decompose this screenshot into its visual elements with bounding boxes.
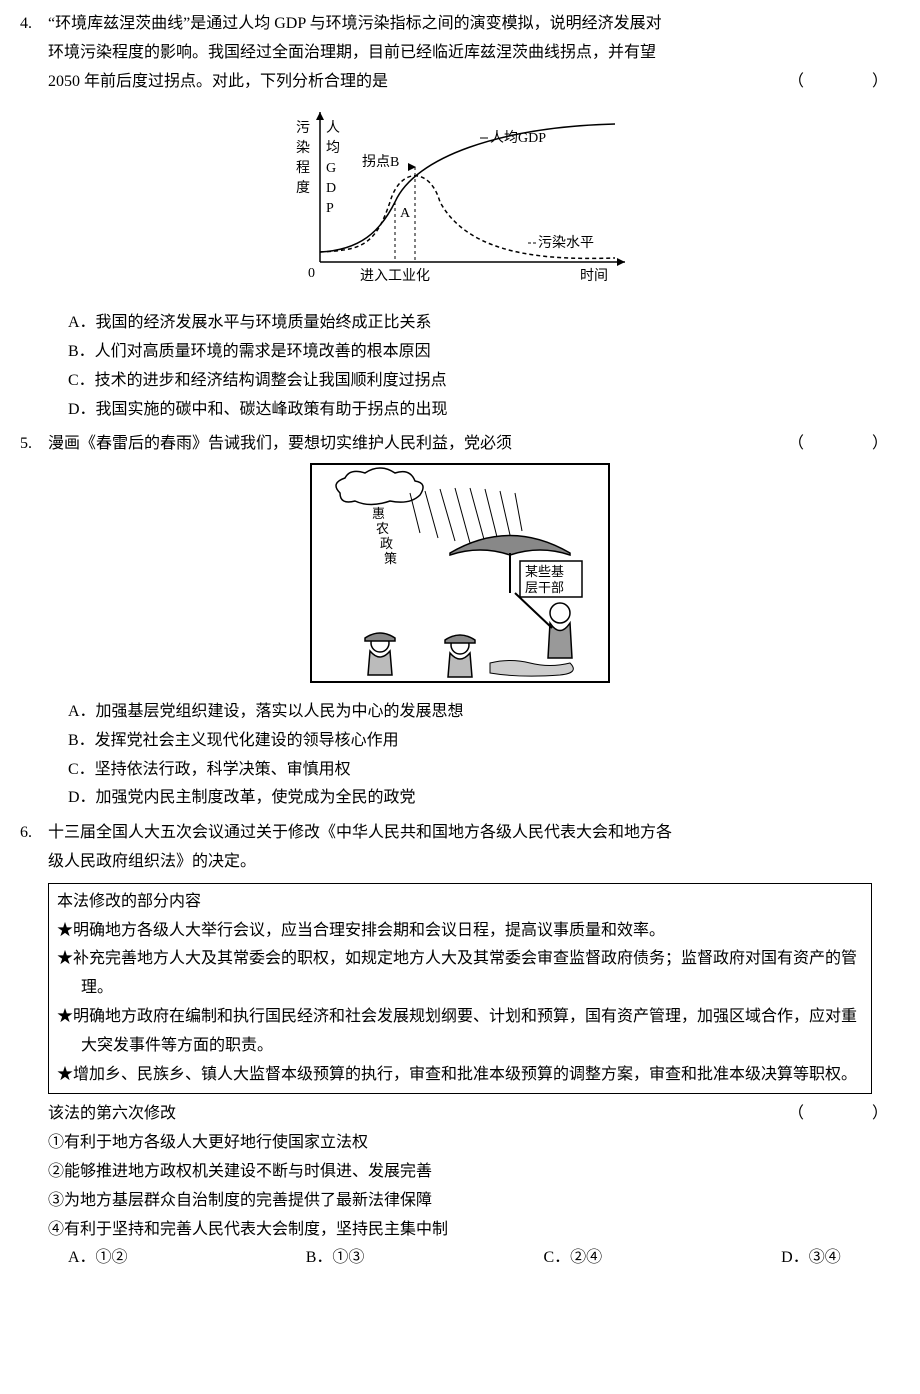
q6-option-b: B．①③ [306, 1244, 544, 1273]
q4-stem-line-b: 环境污染程度的影响。我国经过全面治理期，目前已经临近库兹涅茨曲线拐点，并有望 [48, 44, 656, 61]
cloud-icon [336, 468, 423, 505]
q4-stem-line-a: “环境库兹涅茨曲线”是通过人均 GDP 与环境污染指标之间的演变模拟，说明经济发… [48, 15, 662, 32]
y-label-1: 污 [296, 120, 310, 136]
point-b-label: 拐点B [362, 154, 399, 170]
q6-stem: 6. 十三届全国人大五次会议通过关于修改《中华人民共和国地方各级人民代表大会和地… [20, 819, 900, 877]
q6-number: 6. [20, 819, 32, 848]
cloud-label-1: 惠 [372, 506, 385, 521]
q6-stmt-2: ②能够推进地方政权机关建设不断与时俱进、发展完善 [20, 1158, 900, 1187]
q6-box-title: 本法修改的部分内容 [57, 888, 863, 917]
cartoon-spring-rain: 惠 农 政 策 某些基 层干部 [310, 463, 610, 683]
q5-option-a: A．加强基层党组织建设，落实以人民为中心的发展思想 [68, 698, 900, 727]
q5-stem: 5. 漫画《春雷后的春雨》告诫我们，要想切实维护人民利益，党必须 （ ） [20, 430, 900, 459]
q6-box-item-4: ★增加乡、民族乡、镇人大监督本级预算的执行，审查和批准本级预算的调整方案，审查和… [57, 1061, 863, 1090]
q6-box: 本法修改的部分内容 ★明确地方各级人大举行会议，应当合理安排会期和会议日程，提高… [48, 883, 872, 1095]
q5-options: A．加强基层党组织建设，落实以人民为中心的发展思想 B．发挥党社会主义现代化建设… [20, 698, 900, 813]
y2-label-1: 人 [326, 120, 340, 136]
q4-option-a: A．我国的经济发展水平与环境质量始终成正比关系 [68, 309, 900, 338]
gdp-curve [320, 124, 615, 252]
q4-option-b: B．人们对高质量环境的需求是环境改善的根本原因 [68, 338, 900, 367]
q6-paren: （ ） [788, 1100, 900, 1129]
y-label-3: 程 [296, 160, 310, 176]
cloud-label-2: 农 [376, 521, 389, 536]
question-6: 6. 十三届全国人大五次会议通过关于修改《中华人民共和国地方各级人民代表大会和地… [20, 819, 900, 1273]
cloud-label-4: 策 [384, 551, 397, 566]
q6-option-a: A．①② [68, 1244, 306, 1273]
q6-options: A．①② B．①③ C．②④ D．③④ [20, 1244, 900, 1273]
gdp-line-label: 人均GDP [490, 130, 546, 146]
q6-stmt-4: ④有利于坚持和完善人民代表大会制度，坚持民主集中制 [20, 1216, 900, 1245]
cloud-label-3: 政 [380, 536, 393, 551]
q5-stem-text: 漫画《春雷后的春雨》告诫我们，要想切实维护人民利益，党必须 [48, 435, 512, 452]
official-label-1: 某些基 [525, 564, 564, 579]
question-5: 5. 漫画《春雷后的春雨》告诫我们，要想切实维护人民利益，党必须 （ ） 惠 农… [20, 430, 900, 813]
official-head-icon [550, 603, 570, 623]
q6-box-item-1: ★明确地方各级人大举行会议，应当合理安排会期和会议日程，提高议事质量和效率。 [57, 917, 863, 946]
q6-sub-text: 该法的第六次修改 [48, 1105, 176, 1122]
x-label-left: 进入工业化 [360, 268, 430, 284]
y-axis-arrow-icon [316, 112, 324, 120]
q4-chart: 污 染 程 度 人 均 G D P A 拐点B 人均GDP 污染水平 0 [20, 102, 900, 303]
q6-stem-line-b: 级人民政府组织法》的决定。 [48, 853, 256, 870]
question-4: 4. “环境库兹涅茨曲线”是通过人均 GDP 与环境污染指标之间的演变模拟，说明… [20, 10, 900, 424]
y2-label-2: 均 [326, 140, 340, 156]
q5-paren: （ ） [788, 430, 900, 459]
q4-stem-line-c: 2050 年前后度过拐点。对此，下列分析合理的是 [48, 73, 388, 90]
q4-option-d: D．我国实施的碳中和、碳达峰政策有助于拐点的出现 [68, 396, 900, 425]
q4-option-c: C．技术的进步和经济结构调整会让我国顺利度过拐点 [68, 367, 900, 396]
x-axis-arrow-icon [617, 258, 625, 266]
q4-number: 4. [20, 10, 32, 39]
q6-stmt-1: ①有利于地方各级人大更好地行使国家立法权 [20, 1129, 900, 1158]
y2-label-3: G [326, 161, 336, 176]
origin-label: 0 [308, 266, 315, 281]
q5-number: 5. [20, 430, 32, 459]
q4-stem: 4. “环境库兹涅茨曲线”是通过人均 GDP 与环境污染指标之间的演变模拟，说明… [20, 10, 900, 96]
official-label-2: 层干部 [525, 580, 564, 595]
q6-option-c: C．②④ [543, 1244, 781, 1273]
q4-options: A．我国的经济发展水平与环境质量始终成正比关系 B．人们对高质量环境的需求是环境… [20, 309, 900, 424]
y2-label-5: P [326, 201, 334, 216]
q5-option-c: C．坚持依法行政，科学决策、审慎用权 [68, 756, 900, 785]
y-label-4: 度 [296, 180, 310, 196]
q6-stem-line-a: 十三届全国人大五次会议通过关于修改《中华人民共和国地方各级人民代表大会和地方各 [48, 824, 672, 841]
q6-stmt-3: ③为地方基层群众自治制度的完善提供了最新法律保障 [20, 1187, 900, 1216]
y2-label-4: D [326, 181, 336, 196]
q5-option-d: D．加强党内民主制度改革，使党成为全民的政党 [68, 784, 900, 813]
q5-cartoon: 惠 农 政 策 某些基 层干部 [20, 463, 900, 694]
q6-sub: 该法的第六次修改 （ ） [20, 1100, 900, 1129]
q6-box-item-3: ★明确地方政府在编制和执行国民经济和社会发展规划纲要、计划和预算，国有资产管理，… [57, 1003, 863, 1061]
x-label-right: 时间 [580, 268, 608, 284]
q4-paren: （ ） [788, 68, 900, 97]
q6-box-item-2: ★补充完善地方人大及其常委会的职权，如规定地方人大及其常委会审查监督政府债务；监… [57, 945, 863, 1003]
q6-option-d: D．③④ [781, 1244, 900, 1273]
pollution-label: 污染水平 [538, 235, 594, 251]
point-a-label: A [400, 206, 411, 221]
q5-option-b: B．发挥党社会主义现代化建设的领导核心作用 [68, 727, 900, 756]
kuznets-curve-chart: 污 染 程 度 人 均 G D P A 拐点B 人均GDP 污染水平 0 [280, 102, 640, 292]
y-label-2: 染 [296, 140, 310, 156]
